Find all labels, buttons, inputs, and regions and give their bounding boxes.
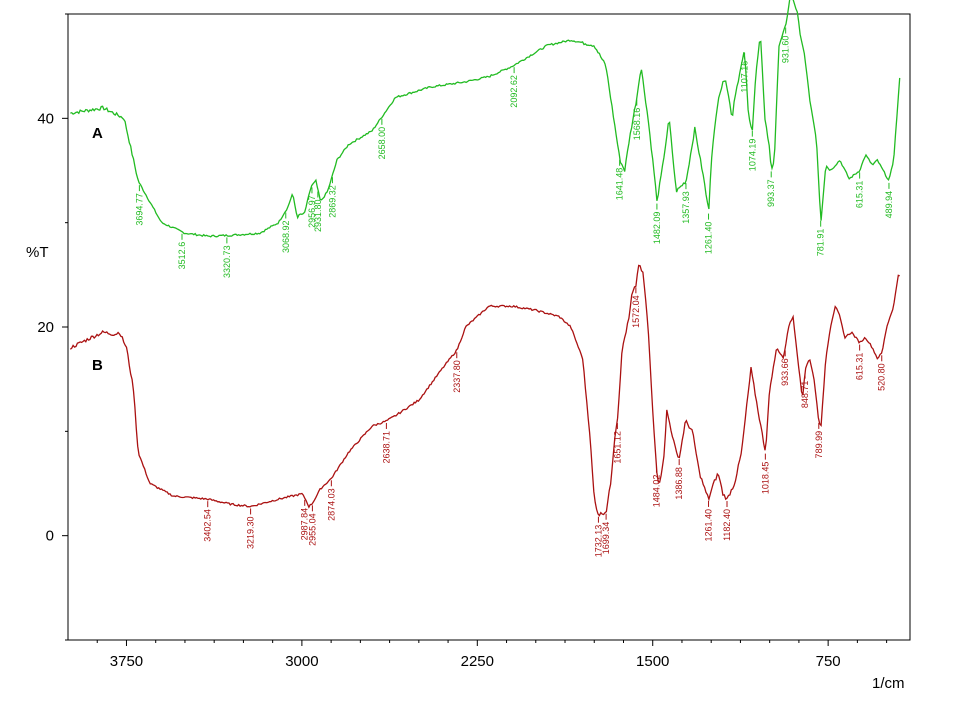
series-tag-B: B: [92, 357, 103, 374]
peak-label-B-18: 789.99: [814, 431, 824, 459]
peak-label-A-15: 1074.19: [747, 139, 757, 172]
peak-label-B-17: 848.71: [800, 381, 810, 409]
peak-label-A-1: 3512.6: [177, 242, 187, 270]
series-tag-A: A: [92, 125, 103, 142]
peak-label-B-19: 615.31: [855, 353, 865, 381]
peak-label-B-16: 933.66: [780, 358, 790, 386]
peak-label-A-6: 2869.32: [327, 185, 337, 218]
series-line-A: [70, 0, 901, 238]
peak-label-B-3: 2955.04: [307, 513, 317, 546]
y-tick-label-0: 0: [46, 528, 54, 545]
peak-label-A-10: 1568.16: [632, 108, 642, 141]
peak-label-A-8: 2092.62: [509, 75, 519, 108]
peak-label-B-11: 1484.02: [651, 475, 661, 508]
peak-label-A-12: 1357.93: [681, 191, 691, 224]
x-tick-label-1500: 1500: [636, 653, 669, 670]
peak-label-B-6: 2337.80: [452, 360, 462, 393]
peak-label-B-7: 1732.13: [593, 525, 603, 558]
x-tick-label-3750: 3750: [110, 653, 143, 670]
peak-label-B-8: 1699.34: [601, 522, 611, 555]
peak-label-B-4: 2874.03: [326, 488, 336, 521]
peak-label-A-5: 2931.80: [313, 199, 323, 232]
peak-label-A-17: 931.60: [781, 36, 791, 64]
axes: 3750 3000 2250 1500 750 0 20 40: [37, 13, 888, 670]
series-A: A 3694.77 3512.6 3320.73 3068.92 2956.972931.…: [70, 0, 901, 278]
peak-label-B-20: 520.80: [877, 363, 887, 391]
x-axis-title: 1/cm: [872, 675, 905, 692]
peak-label-A-2: 3320.73: [222, 245, 232, 278]
peak-label-B-0: 3402.54: [203, 509, 213, 542]
y-tick-label-20: 20: [37, 319, 54, 336]
peak-label-B-15: 1018.45: [760, 462, 770, 495]
x-tick-label-750: 750: [816, 653, 841, 670]
peak-label-B-9: 1651.12: [612, 431, 622, 464]
peak-label-B-12: 1386.88: [674, 467, 684, 500]
series-line-B: [69, 264, 900, 517]
peak-label-A-16: 993.37: [766, 179, 776, 207]
peak-label-A-3: 3068.92: [281, 221, 291, 254]
peak-label-B-13: 1261.40: [704, 509, 714, 542]
peak-label-B-1: 3219.30: [246, 516, 256, 549]
y-tick-label-40: 40: [37, 110, 54, 127]
plot-frame: [67, 13, 911, 641]
x-tick-label-3000: 3000: [285, 653, 318, 670]
series: A 3694.77 3512.6 3320.73 3068.92 2956.972931.…: [69, 0, 901, 558]
peak-label-A-4: 2956.97: [307, 195, 317, 228]
peak-label-A-18: 781.91: [816, 229, 826, 257]
peak-label-B-5: 2638.71: [381, 431, 391, 464]
peak-label-A-0: 3694.77: [134, 193, 144, 226]
peak-label-A-20: 489.94: [884, 191, 894, 219]
peak-label-A-11: 1482.09: [652, 212, 662, 245]
peak-label-B-10: 1572.04: [631, 295, 641, 328]
peak-label-A-19: 615.31: [855, 181, 865, 209]
peak-label-B-14: 1182.40: [722, 509, 732, 541]
peak-label-B-2: 2987.84: [300, 508, 310, 541]
peak-label-A-13: 1261.40: [704, 222, 714, 255]
peak-label-A-14: 1107.16: [740, 61, 750, 93]
peak-label-A-9: 1641.48: [615, 168, 625, 201]
peak-label-A-7: 2658.00: [377, 127, 387, 160]
x-tick-label-2250: 2250: [461, 653, 494, 670]
y-axis-title: %T: [26, 244, 49, 261]
